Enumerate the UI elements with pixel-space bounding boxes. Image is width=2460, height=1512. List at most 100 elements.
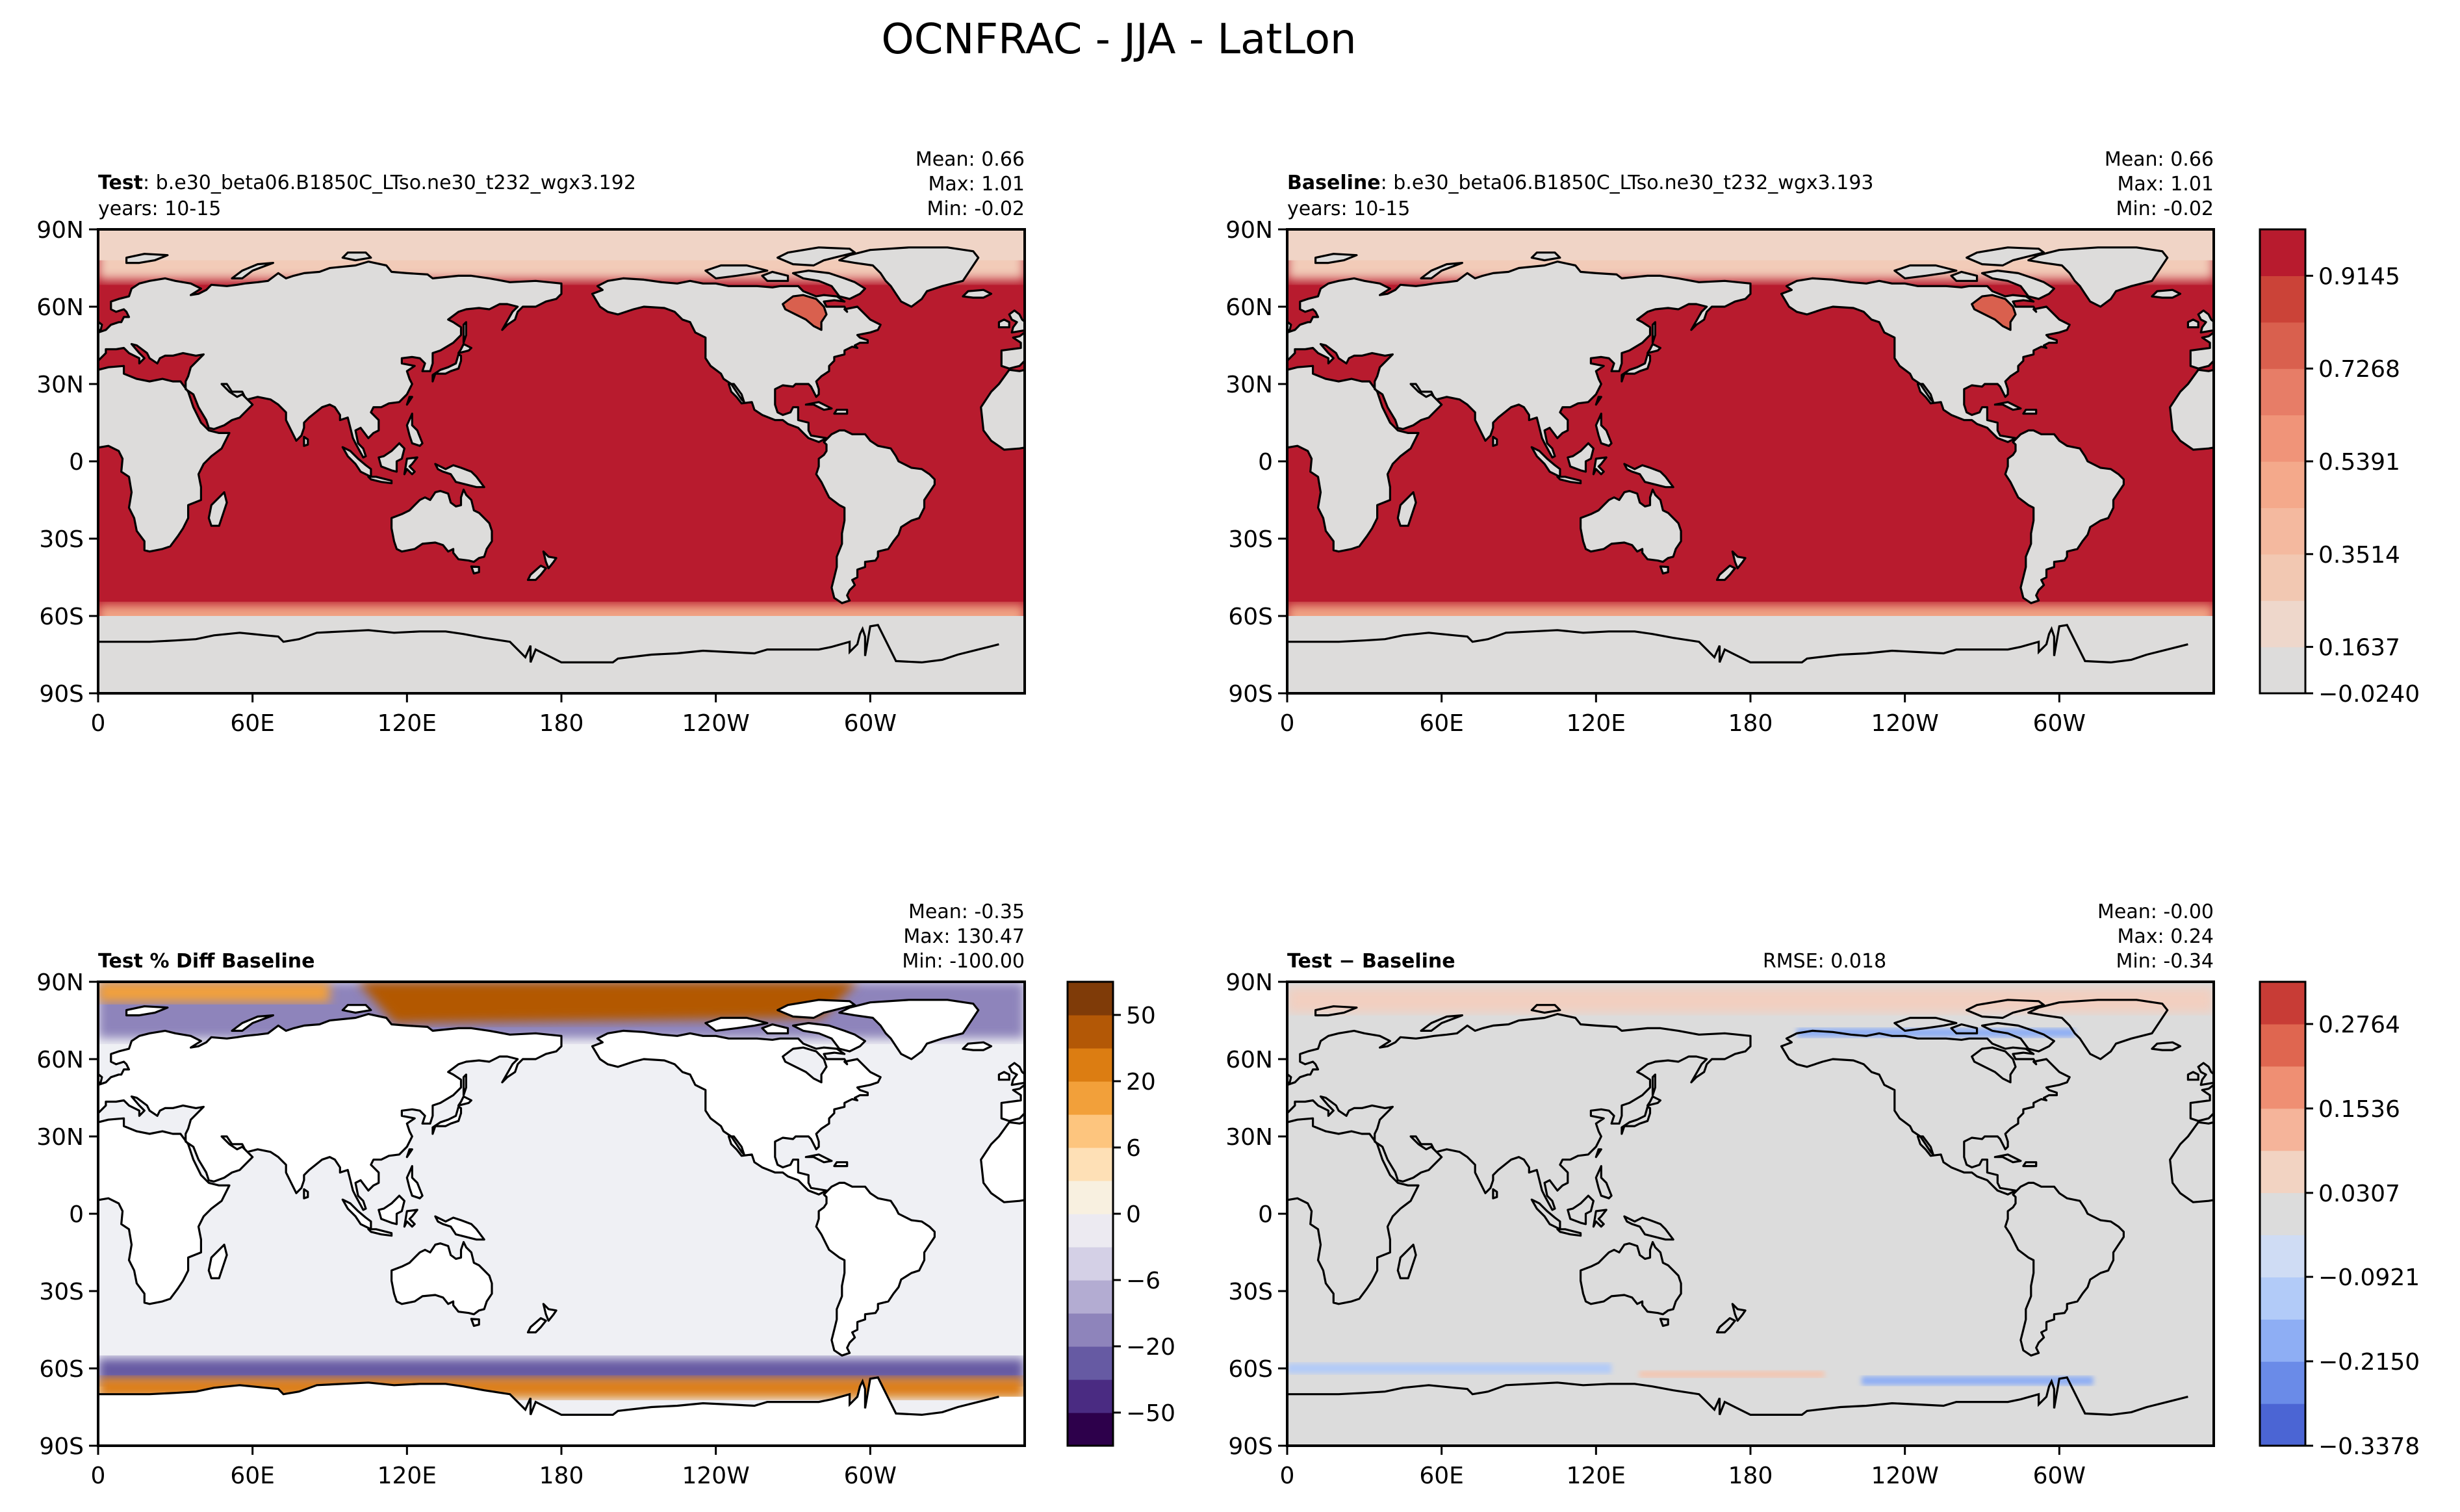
coastlines — [98, 246, 1025, 604]
colorbar-bin — [2260, 1319, 2305, 1362]
colorbar-bin — [1068, 1413, 1113, 1446]
y-tick-label: 60S — [39, 604, 84, 630]
stat-line: Max: 1.01 — [929, 173, 1025, 196]
colorbar-bin — [2260, 368, 2305, 416]
x-tick-label: 180 — [539, 710, 584, 737]
colorbar-bin — [1068, 1379, 1113, 1413]
y-tick-label: 30N — [36, 1124, 84, 1151]
rmse-label: RMSE: 0.018 — [1763, 950, 1886, 973]
southern-neg-e — [1862, 1376, 2094, 1385]
panel-pct_diff: 0 60E 120E 180 120W 60W 90N 60N 30N 0 30S 60S 90S Tes… — [36, 901, 1175, 1489]
antarctica-fill — [98, 1377, 1025, 1446]
stat-line: Max: 130.47 — [903, 925, 1025, 948]
colorbar-bin — [1068, 1214, 1113, 1248]
y-tick-label: 30S — [1228, 1279, 1273, 1305]
land-fill — [98, 247, 1025, 604]
y-tick-label: 0 — [69, 1201, 84, 1228]
x-tick-label: 180 — [539, 1463, 584, 1489]
colorbar-bin — [1068, 1081, 1113, 1115]
colorbar-bin — [1068, 1114, 1113, 1148]
x-tick-label: 0 — [91, 710, 106, 737]
arctic-pos — [1287, 986, 2214, 1013]
panel-case-bold: Test — [98, 172, 143, 194]
x-tick-label: 120E — [378, 710, 437, 737]
colorbar-bin — [2260, 647, 2305, 694]
colorbar-tick-label: 0.0307 — [2318, 1181, 2400, 1207]
panel-title: Test − Baseline — [1287, 950, 1455, 973]
x-tick-label: 120W — [1871, 1463, 1939, 1489]
y-tick-label: 90N — [1225, 217, 1273, 244]
y-tick-label: 30N — [1225, 1124, 1273, 1151]
colorbar-bin — [2260, 1403, 2305, 1446]
colorbar-tick-label: 0.2764 — [2318, 1012, 2400, 1038]
y-tick-label: 90S — [39, 1433, 84, 1460]
colorbar-bin — [1068, 1346, 1113, 1380]
colorbar-tick-label: −0.2150 — [2318, 1349, 2420, 1376]
x-tick-label: 120W — [1871, 710, 1939, 737]
y-tick-label: 90N — [36, 217, 84, 244]
arctic-pos-w — [98, 982, 330, 1003]
coastlines — [1287, 999, 2214, 1357]
map-field — [1287, 229, 2214, 693]
antarctica-coast — [1287, 1376, 2188, 1416]
colorbar-tick-label: 0.5391 — [2318, 449, 2400, 476]
colorbar-frame — [2259, 980, 2307, 1447]
x-tick-label: 120E — [1567, 1463, 1626, 1489]
colorbar-bin — [2260, 1108, 2305, 1151]
panel-case-name: : b.e30_beta06.B1850C_LTso.ne30_t232_wgx… — [1381, 172, 1874, 194]
colorbar-bin — [2260, 1361, 2305, 1404]
panel-diff: 0 60E 120E 180 120W 60W 90N 60N 30N 0 30S 60S 90S Tes… — [1225, 901, 2420, 1489]
colorbar-bin — [1068, 1313, 1113, 1347]
colorbar-tick-label: −50 — [1126, 1400, 1175, 1427]
y-tick-label: 60N — [36, 294, 84, 321]
x-tick-label: 180 — [1728, 1463, 1773, 1489]
stat-line: Min: -0.02 — [927, 198, 1025, 220]
colorbar-bin — [2260, 229, 2305, 276]
colorbar-bin — [1068, 1280, 1113, 1314]
land-fill — [1287, 247, 2214, 604]
colorbar-tick-label: −0.3378 — [2318, 1433, 2420, 1460]
y-tick-label: 30S — [39, 526, 84, 553]
hudson-bay — [1971, 295, 2016, 330]
antarctica-fill — [98, 624, 1025, 693]
colorbar-bin — [2260, 275, 2305, 323]
coastlines — [98, 999, 1025, 1357]
x-tick-label: 60E — [1419, 710, 1464, 737]
y-tick-label: 60N — [36, 1047, 84, 1073]
panel-case-bold: Baseline — [1287, 172, 1381, 194]
colorbar-bin — [1068, 1015, 1113, 1049]
x-tick-label: 0 — [1280, 710, 1295, 737]
stat-line: Mean: 0.66 — [2105, 148, 2214, 171]
colorbar-bin — [1068, 1048, 1113, 1082]
x-tick-label: 120W — [682, 1463, 750, 1489]
y-tick-label: 90S — [39, 681, 84, 708]
colorbar-bin — [2260, 600, 2305, 648]
colorbar-bin — [2260, 415, 2305, 462]
colorbar-bin — [1068, 1147, 1113, 1181]
x-tick-label: 0 — [1280, 1463, 1295, 1489]
y-tick-label: 30S — [1228, 526, 1273, 553]
land-fill — [98, 999, 1025, 1356]
stat-line: Min: -100.00 — [902, 950, 1025, 973]
y-tick-label: 60S — [1228, 1356, 1273, 1383]
colorbar-tick-label: 0.1536 — [2318, 1096, 2400, 1123]
colorbar-tick-label: 0.3514 — [2318, 542, 2400, 569]
stat-line: Min: -0.34 — [2116, 950, 2214, 973]
stat-line: Mean: -0.35 — [908, 901, 1025, 923]
x-tick-label: 60W — [844, 1463, 897, 1489]
colorbar-bin — [1068, 1247, 1113, 1281]
panel-baseline: 0 60E 120E 180 120W 60W 90N 60N 30N 0 30S 60S 90S Bas… — [1225, 148, 2420, 737]
stat-line: Mean: 0.66 — [916, 148, 1025, 171]
y-tick-label: 30N — [1225, 372, 1273, 398]
map-field — [98, 982, 1025, 1446]
colorbar-tick-label: −6 — [1126, 1268, 1160, 1294]
stat-line: Max: 1.01 — [2118, 173, 2214, 196]
southern-neg-w — [1287, 1363, 1612, 1374]
arctic-pos — [357, 982, 858, 1023]
colorbar-tick-label: 6 — [1126, 1135, 1141, 1162]
colorbar-bin — [2260, 1066, 2305, 1109]
colorbar-tick-label: −20 — [1126, 1334, 1175, 1361]
x-tick-label: 120W — [682, 710, 750, 737]
x-tick-label: 120E — [1567, 710, 1626, 737]
